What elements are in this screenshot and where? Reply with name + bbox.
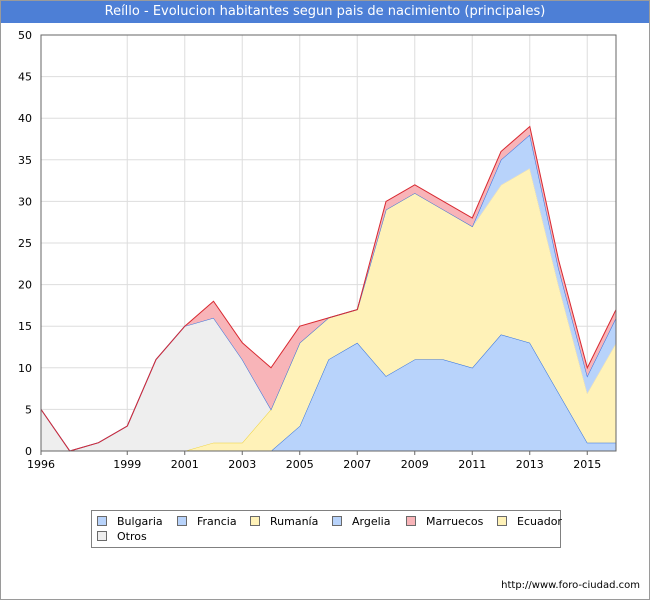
legend-swatch <box>177 516 187 526</box>
legend-label: Francia <box>197 515 237 528</box>
legend-label: Ecuador <box>517 515 562 528</box>
y-tick-label: 45 <box>18 71 32 84</box>
legend-swatch <box>250 516 260 526</box>
legend-swatch <box>332 516 342 526</box>
area-edge-series-8 <box>40 125 617 452</box>
y-tick-label: 0 <box>25 445 32 458</box>
y-tick-label: 15 <box>18 320 32 333</box>
legend-swatch <box>97 516 107 526</box>
source-link[interactable]: http://www.foro-ciudad.com <box>501 580 640 591</box>
legend-item-francia: Francia <box>177 515 237 529</box>
legend-label: Bulgaria <box>117 515 163 528</box>
legend-swatch <box>97 531 107 541</box>
legend: Bulgaria Francia Rumanía Argelia Marruec… <box>91 510 562 548</box>
plot-border <box>40 34 617 452</box>
y-tick-label: 40 <box>18 112 32 125</box>
x-tick-label: 1996 <box>27 458 55 471</box>
legend-item-rumania: Rumanía <box>250 515 318 529</box>
chart-title: Reíllo - Evolucion habitantes segun pais… <box>1 1 649 23</box>
y-axis-ticks: 0 5 10 15 20 25 30 35 40 45 50 <box>18 29 32 458</box>
y-tick-label: 5 <box>25 403 32 416</box>
legend-label: Otros <box>117 530 147 543</box>
x-tick-label: 2007 <box>343 458 371 471</box>
y-tick-label: 10 <box>18 362 32 375</box>
x-tick-label: 2001 <box>171 458 199 471</box>
area-otros <box>41 168 616 451</box>
x-tick-label: 2015 <box>573 458 601 471</box>
x-tick-label: 2011 <box>458 458 486 471</box>
x-tick-label: 2005 <box>286 458 314 471</box>
legend-item-otros: Otros <box>97 530 147 544</box>
legend-label: Marruecos <box>426 515 484 528</box>
x-tick-label: 2013 <box>516 458 544 471</box>
y-tick-label: 25 <box>18 237 32 250</box>
y-tick-label: 30 <box>18 195 32 208</box>
chart-canvas: 0 5 10 15 20 25 30 35 40 45 50 1996 1999 2001 2003 200… <box>18 29 617 471</box>
y-tick-label: 50 <box>18 29 32 42</box>
legend-swatch <box>497 516 507 526</box>
legend-label: Rumanía <box>270 515 319 528</box>
x-tick-label: 2009 <box>401 458 429 471</box>
legend-label: Argelia <box>352 515 391 528</box>
y-tick-label: 20 <box>18 279 32 292</box>
legend-item-bulgaria: Bulgaria <box>97 515 163 529</box>
y-tick-label: 35 <box>18 154 32 167</box>
x-axis-ticks: 1996 1999 2001 2003 2005 2007 2009 2011 2013 2015 <box>27 451 601 471</box>
area-ecuador <box>41 168 616 451</box>
legend-item-marruecos: Marruecos <box>406 515 483 529</box>
legend-item-ecuador: Ecuador <box>497 515 562 529</box>
legend-item-argelia: Argelia <box>332 515 390 529</box>
area-argelia <box>41 334 616 451</box>
x-tick-label: 1999 <box>113 458 141 471</box>
legend-swatch <box>406 516 416 526</box>
x-tick-label: 2003 <box>228 458 256 471</box>
